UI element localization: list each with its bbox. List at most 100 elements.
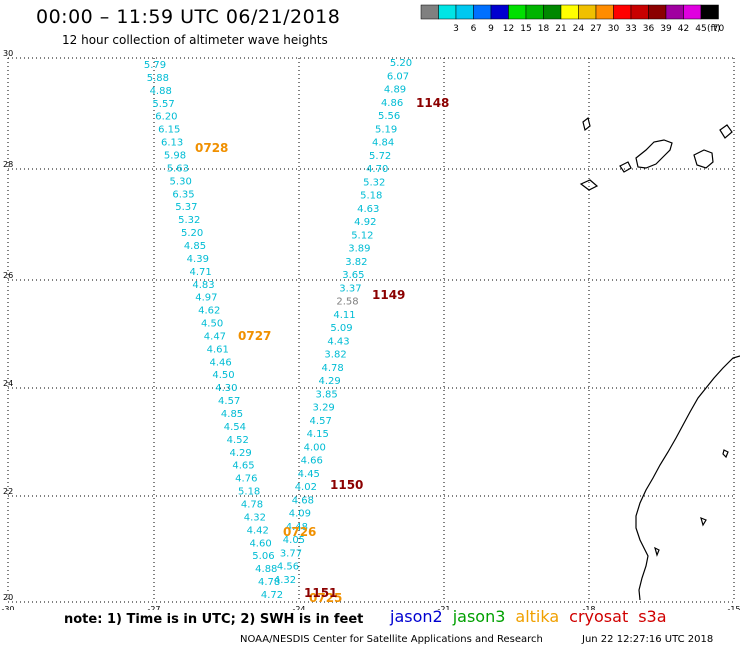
east-track-value: 4.09 xyxy=(289,509,311,520)
satellite-label: cryosat xyxy=(569,607,629,626)
west-track-value: 6.20 xyxy=(155,112,177,123)
west-track-value: 4.60 xyxy=(249,538,271,549)
east-track-value: 5.09 xyxy=(330,323,352,334)
west-track-time-label: 0727 xyxy=(238,329,271,343)
lon-tick-label: -21 xyxy=(437,605,450,610)
east-track-value: 5.18 xyxy=(360,191,382,202)
east-track-value: 4.86 xyxy=(381,98,403,109)
east-track-value: 4.92 xyxy=(354,217,376,228)
west-track-value: 4.50 xyxy=(201,319,223,330)
west-track-value: 4.76 xyxy=(235,474,257,485)
east-track-value: 5.32 xyxy=(363,177,385,188)
east-track-value: 4.66 xyxy=(301,456,323,467)
east-track-value: 3.29 xyxy=(313,403,335,414)
satellite-label: s3a xyxy=(638,607,667,626)
west-track-value: 4.29 xyxy=(229,448,251,459)
east-track-value: 4.02 xyxy=(295,482,317,493)
west-track-value: 4.72 xyxy=(261,590,283,601)
east-track-value: 5.72 xyxy=(369,151,391,162)
east-track-time-label: 1151 xyxy=(304,586,337,600)
lon-tick-label: -24 xyxy=(292,605,305,610)
page-title: 00:00 – 11:59 UTC 06/21/2018 xyxy=(36,6,341,28)
east-track-value: 4.48 xyxy=(286,522,308,533)
east-track-value: 4.05 xyxy=(283,535,305,546)
lon-tick-label: -27 xyxy=(147,605,160,610)
west-track-value: 5.63 xyxy=(167,163,189,174)
color-scale-tick: 33 xyxy=(625,24,636,34)
west-track-value: 4.50 xyxy=(212,370,234,381)
west-track-value: 4.88 xyxy=(255,564,277,575)
east-track-value: 4.89 xyxy=(384,85,406,96)
west-track-value: 4.83 xyxy=(192,280,214,291)
color-scale-unit: (ft) xyxy=(707,24,721,34)
lat-tick-label: 20 xyxy=(3,593,13,602)
west-track-value: 4.85 xyxy=(184,241,206,252)
lat-lon-grid: -30 -27 -24 -21 -18 -15 30 28 26 24 22 20 xyxy=(1,49,740,610)
west-track-value: 5.98 xyxy=(164,150,186,161)
west-track-value: 4.30 xyxy=(215,383,237,394)
color-scale-tick: 30 xyxy=(608,24,620,34)
east-track: 5.20 6.07 4.89 4.86 5.56 5.19 4.84 5.72 4.70 5.32… xyxy=(274,58,412,586)
west-track-value: 4.47 xyxy=(204,331,226,342)
east-track-value: 4.84 xyxy=(372,138,394,149)
west-track-value: 4.78 xyxy=(258,577,280,588)
color-scale-tick: 3 xyxy=(453,24,459,34)
credit-line: NOAA/NESDIS Center for Satellite Applica… xyxy=(240,634,543,645)
west-track-value: 4.65 xyxy=(232,461,254,472)
generated-timestamp: Jun 22 12:27:16 UTC 2018 xyxy=(582,634,714,645)
color-scale-tick: 18 xyxy=(538,24,550,34)
color-scale-legend: 3 6 9 12 15 18 21 24 27 30 33 36 39 42 45 70(ft) xyxy=(420,4,725,34)
west-track-value: 5.30 xyxy=(170,176,192,187)
canary-island-tenerife xyxy=(635,139,673,169)
east-track-value: 5.56 xyxy=(378,111,400,122)
west-track-value: 5.88 xyxy=(147,73,169,84)
east-track-value: 3.37 xyxy=(339,283,361,294)
lat-tick-label: 28 xyxy=(3,160,13,169)
east-track-value: 3.89 xyxy=(348,244,370,255)
east-track-value: 4.32 xyxy=(274,575,296,586)
lat-tick-label: 26 xyxy=(3,271,13,280)
east-track-value: 4.78 xyxy=(321,363,343,374)
west-track-value: 5.32 xyxy=(178,215,200,226)
west-track-value: 4.54 xyxy=(224,422,246,433)
canary-island-gran-canaria xyxy=(693,149,714,169)
coastline xyxy=(579,116,740,601)
color-scale-tick: 21 xyxy=(555,24,566,34)
east-track-value: 4.11 xyxy=(333,310,355,321)
east-track-value: 3.82 xyxy=(345,257,367,268)
west-track-value: 4.57 xyxy=(218,396,240,407)
east-track-value: 5.12 xyxy=(351,230,373,241)
color-scale-tick: 70 xyxy=(713,24,725,34)
canary-island-hierro xyxy=(579,179,599,191)
west-track-time-label: 0726 xyxy=(283,525,316,539)
east-track-value: 4.63 xyxy=(357,204,379,215)
east-track-value: 4.56 xyxy=(277,562,299,573)
west-track-value: 4.39 xyxy=(187,254,209,265)
satellite-label: jason3 xyxy=(452,607,506,626)
lon-tick-label: -15 xyxy=(727,605,740,610)
west-track-value: 5.37 xyxy=(175,202,197,213)
east-track-value: 4.29 xyxy=(318,376,340,387)
color-scale-tick: 24 xyxy=(573,24,585,34)
east-track-value: 3.65 xyxy=(342,270,364,281)
west-track-value: 4.42 xyxy=(247,525,269,536)
east-track-value: 4.00 xyxy=(304,442,326,453)
canary-island-la-palma xyxy=(582,116,591,132)
east-track-value: 4.68 xyxy=(292,495,314,506)
west-track-times: 0728 0727 0726 0725 xyxy=(195,141,342,605)
lat-tick-label: 24 xyxy=(3,379,13,388)
west-track-value: 5.57 xyxy=(152,99,174,110)
canary-island-la-gomera xyxy=(619,161,632,173)
color-scale-tick: 36 xyxy=(643,24,655,34)
lat-tick-label: 22 xyxy=(3,487,13,496)
satellite-label: altika xyxy=(515,607,560,626)
west-track-value: 5.18 xyxy=(238,487,260,498)
west-track-value: 6.13 xyxy=(161,138,183,149)
wave-height-map: -30 -27 -24 -21 -18 -15 30 28 26 24 22 20 5.79 5.88 4… xyxy=(1,49,740,610)
canary-island-lanzarote xyxy=(719,124,733,139)
east-track-value: 4.15 xyxy=(307,429,329,440)
satellite-label: jason2 xyxy=(390,607,443,626)
footer-note: note: 1) Time is in UTC; 2) SWH is in fe… xyxy=(64,612,364,627)
color-scale-tick: 27 xyxy=(590,24,601,34)
satellite-legend: jason2 jason3 altika cryosat s3a xyxy=(390,607,677,626)
